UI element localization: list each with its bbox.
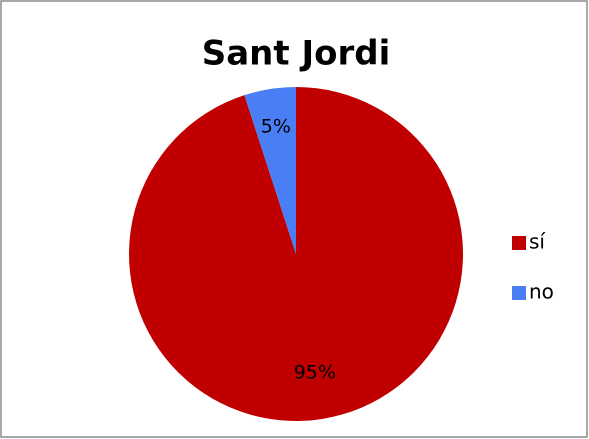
- data-label: 95%: [294, 361, 336, 383]
- legend-label: sí: [529, 230, 546, 254]
- legend-swatch: [512, 286, 526, 300]
- legend-swatch: [512, 236, 526, 250]
- data-label: 5%: [261, 115, 291, 137]
- chart-title: Sant Jordi: [202, 34, 391, 74]
- pie-slice: [244, 87, 296, 254]
- pie-slice: [129, 87, 463, 422]
- legend-label: no: [529, 280, 554, 304]
